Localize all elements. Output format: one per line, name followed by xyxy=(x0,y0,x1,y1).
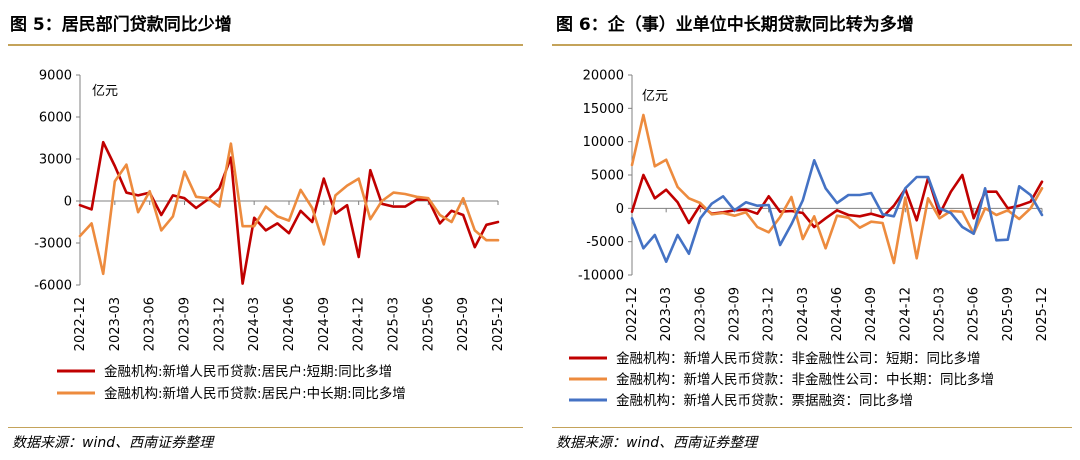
y-tick-label: 15000 xyxy=(583,102,624,117)
x-tick-label: 2023-06 xyxy=(693,287,708,341)
series-line-3 xyxy=(630,159,1044,264)
x-tick-label: 2025-09 xyxy=(456,297,471,351)
x-tick-label: 2024-06 xyxy=(830,287,845,341)
x-tick-label: 2024-06 xyxy=(282,297,297,351)
x-tick-label: 2024-03 xyxy=(796,287,811,341)
x-tick-label: 2025-03 xyxy=(387,297,402,351)
x-tick-label: 2024-09 xyxy=(864,287,879,341)
legend-label-3: 金融机构：新增人民币贷款：票据融资：同比多增 xyxy=(616,392,913,409)
y-tick-label: 0 xyxy=(64,195,72,210)
x-tick-label: 2023-09 xyxy=(178,297,193,351)
x-tick-label: 2025-03 xyxy=(933,287,948,341)
legend-label-2: 金融机构:新增人民币贷款:居民户:中长期:同比多增 xyxy=(104,385,406,402)
x-tick-label: 2022-12 xyxy=(625,287,640,341)
x-tick-label: 2025-06 xyxy=(967,287,982,341)
chart5-bottom-rule xyxy=(8,427,523,428)
chart5-title: 图 5：居民部门贷款同比少增 xyxy=(10,15,232,35)
legend-label-1: 金融机构:新增人民币贷款:居民户:短期:同比多增 xyxy=(104,363,392,380)
x-tick-label: 2023-03 xyxy=(659,287,674,341)
x-tick-label: 2024-12 xyxy=(352,297,367,351)
x-tick-label: 2023-03 xyxy=(108,297,123,351)
y-tick-label: 9000 xyxy=(39,69,72,84)
legend-label-1: 金融机构：新增人民币贷款：非金融性公司：短期：同比多增 xyxy=(616,350,981,367)
x-tick-label: 2025-12 xyxy=(491,297,506,351)
chart6-title: 图 6：企（事）业单位中长期贷款同比转为多增 xyxy=(556,15,914,35)
x-tick-label: 2025-06 xyxy=(421,297,436,351)
y-tick-label: 5000 xyxy=(591,169,624,184)
y-tick-label: 20000 xyxy=(583,69,624,84)
y-tick-label: -5000 xyxy=(586,235,624,250)
x-tick-label: 2023-12 xyxy=(762,287,777,341)
legend-label-2: 金融机构：新增人民币贷款：非金融性公司：中长期：同比多增 xyxy=(616,371,994,388)
y-tick-label: 0 xyxy=(616,202,624,217)
y-tick-label: -10000 xyxy=(578,269,624,284)
unit-label: 亿元 xyxy=(92,84,118,99)
chart6-top-rule xyxy=(552,44,1072,46)
chart5-top-rule xyxy=(8,44,523,46)
chart6-bottom-rule xyxy=(552,427,1072,428)
chart5-source: 数据来源：wind、西南证券整理 xyxy=(12,435,214,451)
x-tick-label: 2023-06 xyxy=(143,297,158,351)
y-tick-label: 10000 xyxy=(583,135,624,150)
x-tick-label: 2023-09 xyxy=(728,287,743,341)
unit-label: 亿元 xyxy=(642,89,668,104)
y-tick-label: 6000 xyxy=(39,111,72,126)
y-tick-label: -3000 xyxy=(34,237,72,252)
y-tick-label: -6000 xyxy=(34,279,72,294)
x-tick-label: 2022-12 xyxy=(73,297,88,351)
x-tick-label: 2025-09 xyxy=(1001,287,1016,341)
x-tick-label: 2024-12 xyxy=(898,287,913,341)
chart6-source: 数据来源：wind、西南证券整理 xyxy=(556,435,758,451)
series-line-1 xyxy=(78,140,500,285)
y-tick-label: 3000 xyxy=(39,153,72,168)
x-tick-label: 2023-12 xyxy=(212,297,227,351)
x-tick-label: 2024-09 xyxy=(317,297,332,351)
series-line-2 xyxy=(78,142,500,276)
series-line-1 xyxy=(630,173,1044,229)
x-tick-label: 2024-03 xyxy=(247,297,262,351)
x-tick-label: 2025-12 xyxy=(1035,287,1050,341)
